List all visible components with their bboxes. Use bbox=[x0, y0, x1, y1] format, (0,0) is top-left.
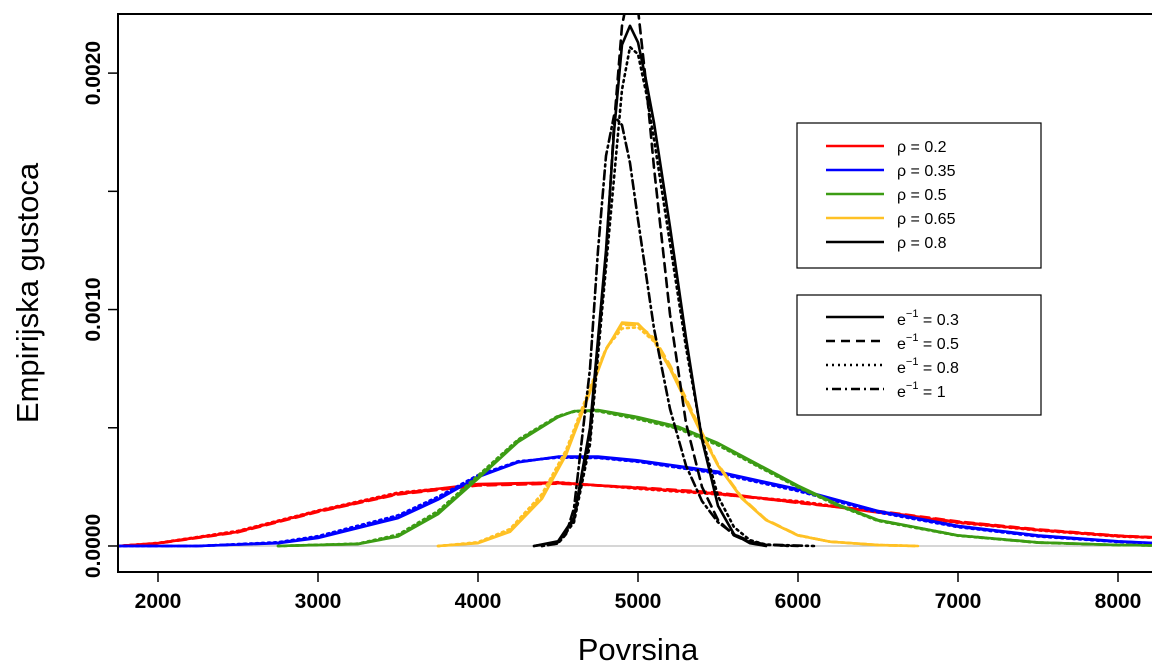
rho-legend-label: ρ = 0.5 bbox=[897, 187, 947, 204]
series-line-rho-0.8-e-0.3 bbox=[532, 24, 768, 548]
series-line-rho-0.35-e-1 bbox=[118, 455, 1152, 548]
x-tick-label: 6000 bbox=[775, 590, 822, 613]
series-line-rho-0.2-e-0.3 bbox=[118, 481, 1152, 548]
x-tick-label: 4000 bbox=[455, 590, 502, 613]
x-axis-title: Povrsina bbox=[578, 632, 699, 666]
y-tick-label: 0.0020 bbox=[82, 41, 105, 105]
rho-legend-label: ρ = 0.8 bbox=[897, 235, 947, 252]
series-layer bbox=[118, 14, 1152, 548]
rho-legend-label: ρ = 0.65 bbox=[897, 211, 956, 228]
series-line-rho-0.65-e-1 bbox=[436, 322, 920, 548]
rho-legend: ρ = 0.2 ρ = 0.35 ρ = 0.5 ρ = 0.65 ρ = 0.8 bbox=[796, 122, 1042, 269]
x-tick-label: 3000 bbox=[295, 590, 342, 613]
y-tick-label: 0.0010 bbox=[82, 277, 105, 341]
rho-legend-label: ρ = 0.2 bbox=[897, 139, 947, 156]
x-tick-label: 2000 bbox=[135, 590, 182, 613]
y-axis-title: Empirijska gustoca bbox=[10, 162, 45, 423]
e-inverse-legend: e−1 = 0.3e−1 = 0.5e−1 = 0.8e−1 = 1 bbox=[796, 294, 1042, 416]
series-line-rho-0.5-e-0.8 bbox=[276, 409, 1152, 548]
axes-layer: 2000 3000 4000 5000 6000 7000 8000 0.0000 0.0010… bbox=[82, 41, 1141, 613]
series-line-rho-0.2-e-0.5 bbox=[118, 482, 1152, 548]
series-line-rho-0.5-e-0.5 bbox=[276, 409, 1152, 548]
series-line-rho-0.8-e-0.8 bbox=[540, 45, 792, 548]
series-line-rho-0.8-e-0.5 bbox=[532, 14, 800, 548]
series-line-rho-0.2-e-1 bbox=[118, 481, 1152, 548]
series-line-rho-0.8-e-1 bbox=[540, 114, 816, 548]
x-tick-label: 5000 bbox=[615, 590, 662, 613]
series-line-rho-0.5-e-1 bbox=[276, 408, 1152, 548]
x-tick-label: 8000 bbox=[1095, 590, 1142, 613]
x-tick-label: 7000 bbox=[935, 590, 982, 613]
y-tick-label: 0.0000 bbox=[82, 514, 105, 578]
series-line-rho-0.5-e-0.3 bbox=[276, 408, 1152, 548]
rho-legend-label: ρ = 0.35 bbox=[897, 163, 956, 180]
e-legend-label: e−1 = 1 bbox=[897, 380, 946, 401]
series-line-rho-0.2-e-0.8 bbox=[118, 480, 1152, 548]
series-line-rho-0.35-e-0.8 bbox=[118, 456, 1152, 548]
e-legend-box bbox=[796, 294, 1042, 416]
